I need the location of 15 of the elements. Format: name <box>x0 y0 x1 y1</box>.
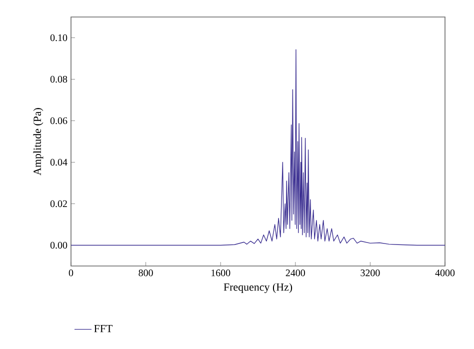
x-tick-label: 2400 <box>286 270 305 276</box>
y-tick-label: 0.06 <box>50 117 68 124</box>
y-tick-label: 0.00 <box>50 242 68 249</box>
y-axis-title: Amplitude (Pa) <box>33 108 44 176</box>
y-tick-label: 0.02 <box>50 200 67 208</box>
x-tick-label: 3200 <box>360 270 380 276</box>
y-tick-label: 0.04 <box>50 158 68 166</box>
x-tick-label: 800 <box>138 270 153 276</box>
legend-label: FFT <box>94 324 112 332</box>
y-tick-label: 0.10 <box>50 34 68 42</box>
x-tick-label: 4000 <box>435 270 455 276</box>
x-tick-label: 0 <box>68 270 74 276</box>
x-axis-title: Frequency (Hz) <box>224 283 292 294</box>
y-tick-label: 0.08 <box>50 76 68 83</box>
x-tick-label: 1600 <box>212 270 230 276</box>
